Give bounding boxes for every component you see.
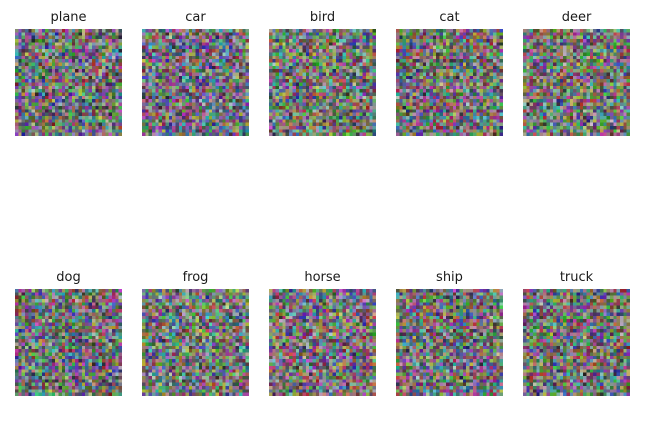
noise-image <box>396 29 503 136</box>
panel-title: cat <box>439 10 460 25</box>
noise-image <box>396 289 503 396</box>
noise-image <box>269 289 376 396</box>
panel-title: bird <box>309 10 336 25</box>
noise-image <box>15 289 122 396</box>
noise-image <box>142 29 249 136</box>
panel-title: deer <box>561 10 592 25</box>
noise-image <box>523 289 630 396</box>
noise-image <box>269 29 376 136</box>
panel-title: frog <box>182 270 209 285</box>
panel-title: ship <box>436 270 463 285</box>
noise-image <box>142 289 249 396</box>
panel-title: plane <box>50 10 87 25</box>
panel-title: car <box>185 10 206 25</box>
panel-title: horse <box>304 270 341 285</box>
panel-title: truck <box>559 270 594 285</box>
noise-image <box>523 29 630 136</box>
noise-image <box>15 29 122 136</box>
panel-title: dog <box>56 270 81 285</box>
